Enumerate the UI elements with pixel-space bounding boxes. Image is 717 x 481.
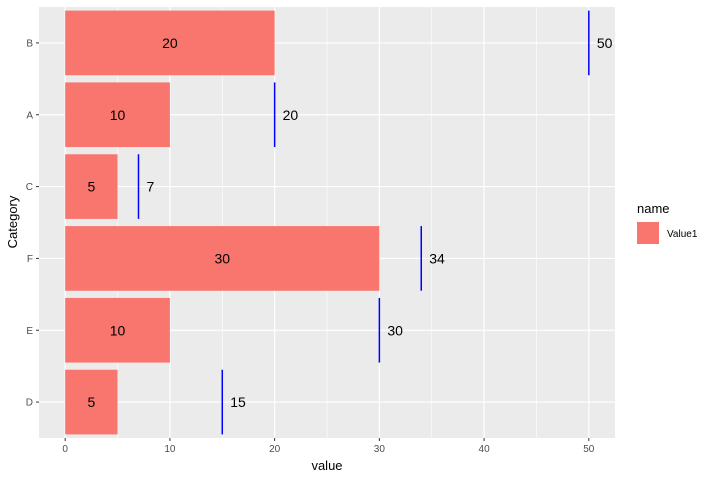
markers — [137, 10, 590, 435]
legend: name Value1 — [637, 201, 698, 244]
marker-value-label: 30 — [387, 322, 403, 338]
bar-d — [65, 369, 118, 435]
x-tick-label: 20 — [269, 444, 281, 455]
y-axis-title: Category — [5, 195, 20, 248]
y-tick-label: C — [26, 182, 33, 193]
bar-value-label: 30 — [214, 250, 230, 266]
y-tick-label: E — [26, 326, 33, 337]
bar-b — [65, 10, 275, 76]
marker-value-label: 15 — [230, 394, 246, 410]
x-tick-label: 0 — [62, 444, 68, 455]
x-tick-label: 50 — [583, 444, 595, 455]
bar-value-label: 5 — [87, 394, 95, 410]
legend-title: name — [637, 201, 670, 216]
bar-value-label: 20 — [162, 35, 178, 51]
marker-value-label: 20 — [283, 107, 299, 123]
bars — [65, 10, 380, 435]
y-tick-label: F — [27, 254, 33, 265]
y-tick-label: A — [26, 110, 33, 121]
x-tick-label: 40 — [479, 444, 491, 455]
y-tick-label: D — [26, 398, 33, 409]
marker-value-label: 50 — [597, 35, 613, 51]
bar-a — [65, 82, 170, 148]
bar-c — [65, 154, 118, 219]
x-tick-label: 10 — [164, 444, 176, 455]
bar-e — [65, 297, 170, 363]
axes: D E F C A B 0 10 20 30 40 50 — [26, 38, 595, 455]
legend-key-value1 — [637, 222, 659, 244]
x-tick-label: 30 — [374, 444, 386, 455]
marker-value-label: 7 — [146, 179, 154, 195]
y-tick-label: B — [26, 38, 33, 49]
bar-value-label: 5 — [87, 179, 95, 195]
marker-value-label: 34 — [429, 250, 445, 266]
x-axis-title: value — [311, 458, 342, 473]
data-labels: 5 15 10 30 30 34 5 7 10 20 20 50 — [87, 35, 612, 410]
legend-label-value1: Value1 — [667, 229, 698, 240]
bar-f — [65, 226, 380, 291]
bar-value-label: 10 — [110, 322, 126, 338]
bar-value-label: 10 — [110, 107, 126, 123]
